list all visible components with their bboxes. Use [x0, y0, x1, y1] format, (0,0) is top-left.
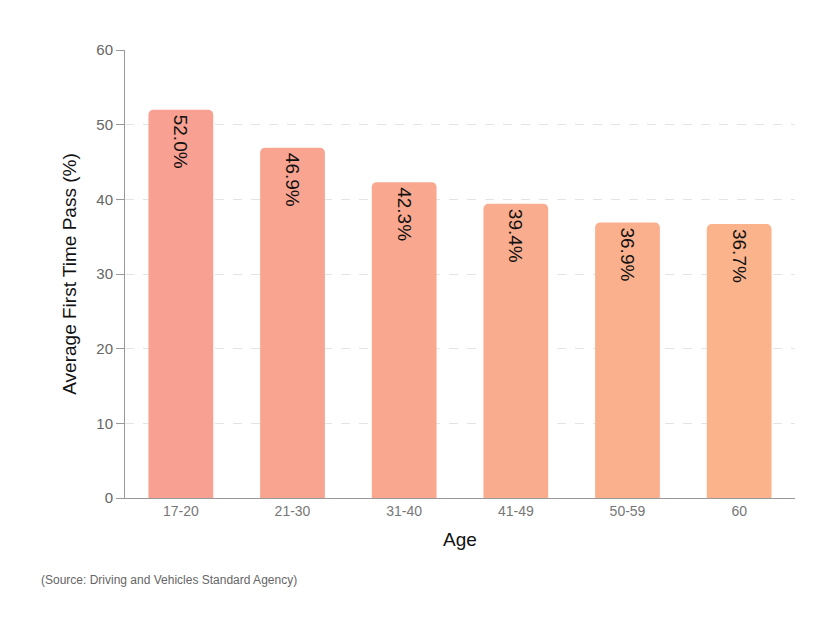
- svg-text:(Source: Driving and Vehicles: (Source: Driving and Vehicles Standard A…: [41, 573, 297, 587]
- svg-text:60: 60: [731, 503, 747, 519]
- svg-text:0: 0: [105, 489, 113, 506]
- svg-text:50-59: 50-59: [610, 503, 646, 519]
- svg-text:Average First Time Pass (%): Average First Time Pass (%): [59, 153, 80, 394]
- svg-text:46.9%: 46.9%: [282, 153, 303, 207]
- svg-text:31-40: 31-40: [386, 503, 422, 519]
- svg-text:52.0%: 52.0%: [170, 115, 191, 169]
- svg-text:36.9%: 36.9%: [617, 227, 638, 281]
- svg-text:36.7%: 36.7%: [729, 229, 750, 283]
- svg-text:39.4%: 39.4%: [505, 209, 526, 263]
- svg-text:50: 50: [96, 116, 113, 133]
- svg-text:30: 30: [96, 265, 113, 282]
- svg-text:17-20: 17-20: [163, 503, 199, 519]
- svg-text:10: 10: [96, 415, 113, 432]
- svg-text:20: 20: [96, 340, 113, 357]
- svg-text:40: 40: [96, 191, 113, 208]
- svg-text:41-49: 41-49: [498, 503, 534, 519]
- svg-text:60: 60: [96, 41, 113, 58]
- svg-text:Age: Age: [443, 529, 477, 550]
- svg-text:21-30: 21-30: [275, 503, 311, 519]
- svg-text:42.3%: 42.3%: [394, 187, 415, 241]
